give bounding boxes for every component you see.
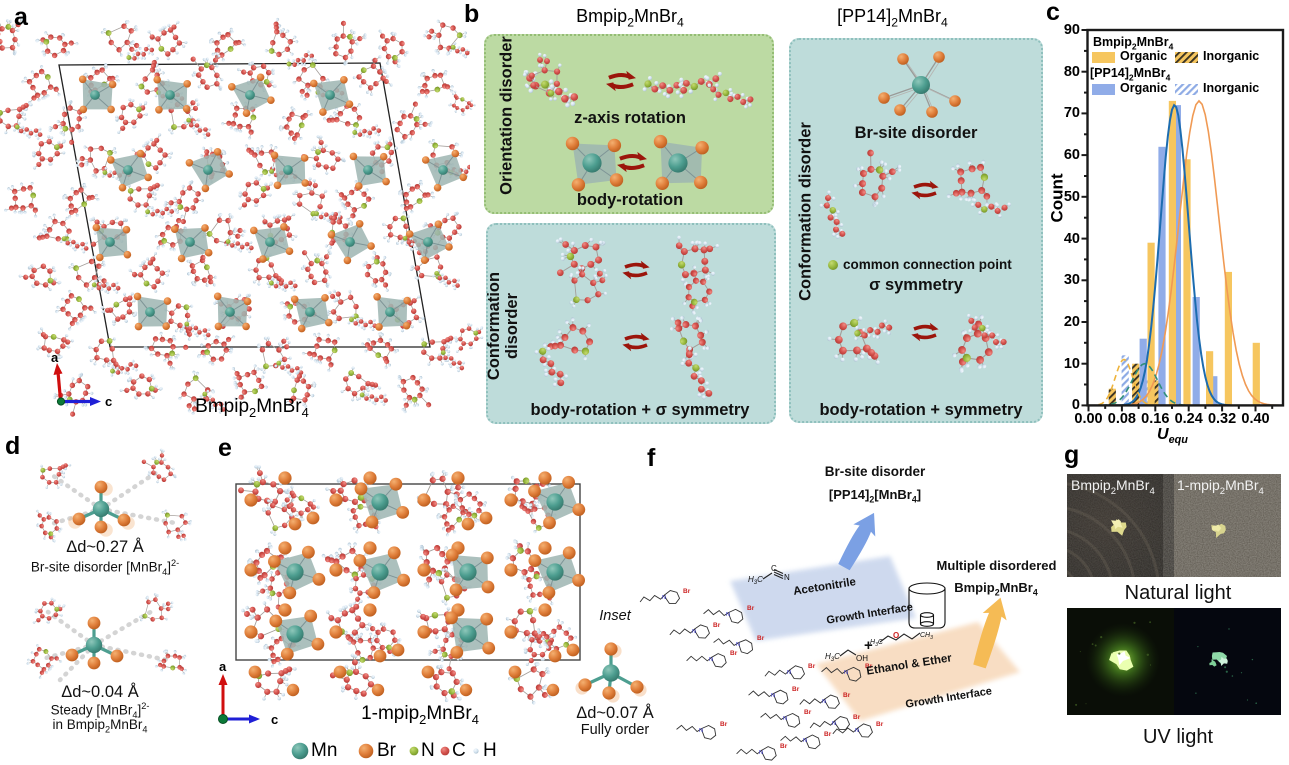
svg-text:H3C: H3C — [748, 575, 763, 586]
svg-text:Br: Br — [824, 731, 832, 738]
svg-text:N: N — [771, 693, 775, 699]
svg-text:N: N — [662, 595, 666, 601]
svg-text:Br: Br — [792, 686, 800, 693]
svg-text:N: N — [783, 716, 787, 722]
svg-text:Br: Br — [843, 692, 851, 699]
svg-text:N: N — [787, 670, 791, 676]
svg-text:Br: Br — [780, 743, 788, 750]
svg-text:CH3: CH3 — [920, 632, 933, 641]
svg-text:N: N — [832, 721, 836, 727]
svg-text:O: O — [893, 631, 899, 640]
svg-text:Br: Br — [720, 721, 728, 728]
svg-text:H3C: H3C — [825, 652, 840, 663]
svg-text:Br: Br — [876, 721, 884, 728]
svg-text:Br: Br — [683, 588, 691, 595]
svg-text:+: + — [864, 637, 873, 654]
svg-text:N: N — [803, 738, 807, 744]
svg-text:N: N — [822, 699, 826, 705]
svg-text:Br: Br — [757, 635, 765, 642]
svg-text:Br: Br — [853, 714, 861, 721]
svg-text:N: N — [855, 728, 859, 734]
svg-text:N: N — [844, 670, 848, 676]
svg-text:N: N — [736, 642, 740, 648]
svg-text:N: N — [784, 573, 790, 582]
svg-text:N: N — [709, 657, 713, 663]
svg-text:Br: Br — [865, 663, 873, 670]
svg-text:Br: Br — [808, 663, 816, 670]
svg-text:Br: Br — [747, 605, 755, 612]
svg-text:N: N — [699, 728, 703, 734]
svg-text:Br: Br — [804, 709, 812, 716]
svg-text:N: N — [726, 612, 730, 618]
svg-text:N: N — [759, 750, 763, 756]
svg-text:C: C — [771, 564, 777, 573]
svg-text:OH: OH — [856, 654, 868, 663]
svg-text:H3C: H3C — [870, 639, 884, 648]
svg-text:Br: Br — [730, 650, 738, 657]
svg-text:Br: Br — [713, 622, 721, 629]
svg-text:N: N — [692, 629, 696, 635]
